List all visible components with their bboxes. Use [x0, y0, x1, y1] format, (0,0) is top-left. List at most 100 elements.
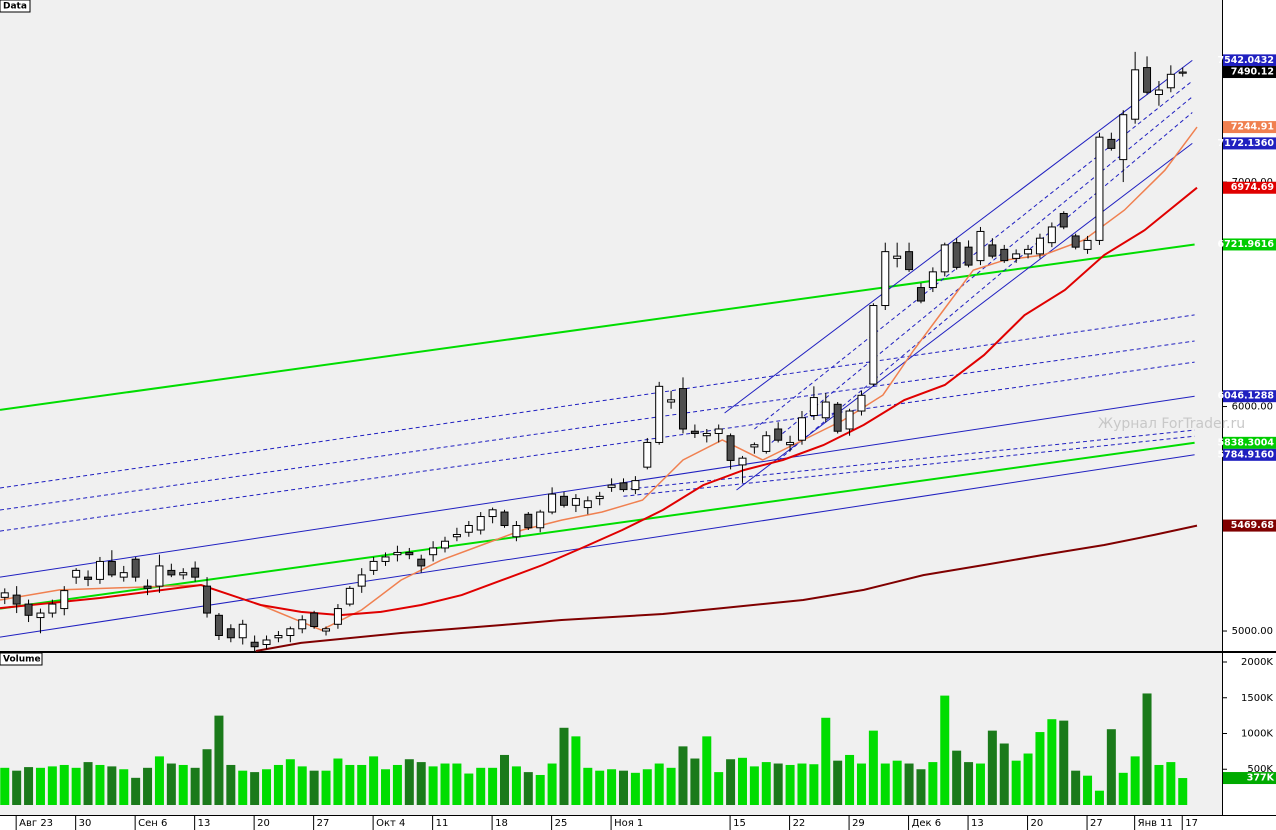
candle-body — [702, 432, 711, 437]
volume-bar — [1011, 760, 1021, 805]
volume-bar — [131, 777, 141, 805]
candle-body — [1107, 138, 1116, 149]
volume-bar — [59, 764, 69, 805]
candle-body — [631, 480, 640, 491]
trend-line — [0, 441, 1195, 610]
candle-body — [333, 608, 342, 625]
candle-body — [643, 441, 652, 468]
volume-bar — [654, 763, 664, 805]
volume-title: Volume — [3, 655, 41, 665]
volume-bar — [702, 736, 712, 805]
candle-body — [976, 230, 985, 262]
trend-line — [623, 435, 1195, 497]
volume-bar — [773, 763, 783, 805]
candle-body — [988, 244, 997, 257]
candle-body — [191, 567, 200, 578]
volume-bar — [868, 730, 878, 805]
volume-bar — [392, 764, 402, 805]
price-marker-label: 7244.91 — [1231, 122, 1274, 133]
candle-body — [167, 569, 176, 576]
volume-bar — [547, 763, 557, 805]
x-tick-label: Авг 23 — [19, 818, 53, 829]
volume-bar — [975, 763, 985, 805]
volume-bar — [35, 767, 45, 805]
volume-bar — [12, 770, 22, 805]
candle-body — [845, 410, 854, 430]
volume-bar — [500, 754, 510, 805]
volume-bar — [916, 769, 926, 805]
volume-bar — [333, 758, 343, 805]
volume-bar — [987, 730, 997, 805]
volume-bar — [964, 762, 974, 805]
candle-body — [833, 403, 842, 432]
candle-body — [964, 246, 973, 266]
price-marker-label: 6974.69 — [1231, 182, 1274, 193]
x-tick-label: Янв 11 — [1138, 818, 1173, 829]
candle-body — [607, 484, 616, 488]
candle-body — [429, 547, 438, 556]
candle-body — [571, 498, 580, 506]
volume-bar — [511, 766, 521, 805]
trend-line — [754, 80, 1193, 430]
volume-bar — [797, 763, 807, 805]
volume-bar — [690, 758, 700, 805]
candle-body — [226, 628, 235, 639]
x-tick-label: 20 — [1031, 818, 1044, 829]
x-tick-label: 29 — [852, 818, 865, 829]
candle-body — [381, 556, 390, 562]
x-tick-label: 15 — [733, 818, 746, 829]
x-tick-label: 25 — [555, 818, 568, 829]
volume-bar — [297, 766, 307, 805]
candle-body — [762, 435, 771, 452]
volume-bar — [928, 762, 938, 805]
x-tick-label: 20 — [257, 818, 270, 829]
candle-body — [24, 603, 33, 616]
candle-body — [12, 594, 21, 605]
volume-bar — [1035, 732, 1045, 805]
volume-bar — [83, 762, 93, 805]
candle-body — [48, 603, 57, 614]
volume-bar — [1083, 775, 1093, 805]
volume-bar — [761, 762, 771, 805]
price-marker — [1223, 137, 1276, 150]
candle-body — [36, 612, 45, 619]
candle-body — [1143, 67, 1152, 93]
candle-body — [119, 572, 128, 578]
volume-bar — [143, 767, 153, 805]
volume-bar — [737, 757, 747, 805]
x-tick-label: 18 — [495, 818, 508, 829]
candle-body — [916, 287, 925, 302]
volume-bar — [309, 770, 319, 805]
candle-body — [869, 305, 878, 385]
volume-bar — [416, 762, 426, 805]
y-tick-label: 1500K — [1241, 693, 1273, 704]
candle-body — [393, 551, 402, 556]
x-tick-label: 22 — [793, 818, 806, 829]
volume-bar — [1166, 762, 1176, 805]
y-tick-label: 1000K — [1241, 729, 1273, 740]
volume-bar — [476, 767, 486, 805]
trend-line — [0, 454, 1195, 638]
volume-bar — [535, 774, 545, 805]
candle-body — [1095, 136, 1104, 241]
x-tick-label: 27 — [1090, 818, 1103, 829]
volume-bar — [464, 773, 474, 805]
trend-line — [623, 429, 1195, 491]
volume-bar — [178, 764, 188, 805]
watermark: Журнал ForTrader.ru — [1098, 416, 1245, 432]
volume-bar — [202, 749, 212, 805]
x-tick-label: Сен 6 — [138, 818, 167, 829]
trend-line — [255, 524, 1198, 652]
candle-body — [726, 435, 735, 461]
candle-body — [369, 560, 378, 571]
y-tick-label: 5000.00 — [1232, 626, 1273, 637]
x-tick-label: 30 — [79, 818, 92, 829]
candle-body — [881, 251, 890, 307]
candle-body — [1131, 69, 1140, 120]
volume-bar — [821, 717, 831, 805]
volume-bar — [107, 766, 117, 805]
volume-bar — [488, 767, 498, 805]
candle-body — [274, 635, 283, 639]
candle-body — [250, 641, 259, 648]
candle-body — [262, 639, 271, 645]
